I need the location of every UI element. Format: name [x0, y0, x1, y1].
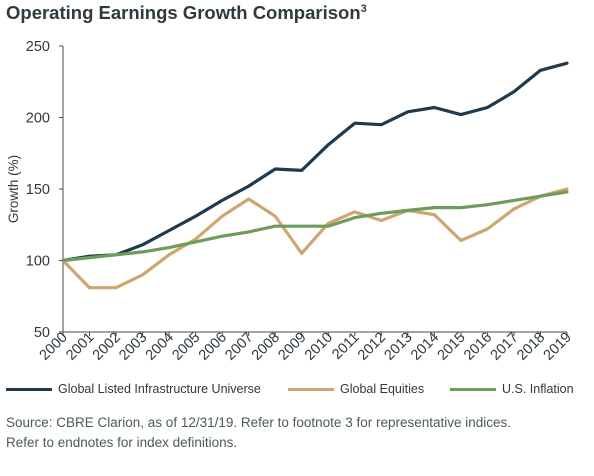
series-point-1	[114, 286, 118, 289]
series-point-1	[486, 227, 489, 231]
series-point-0	[406, 110, 410, 113]
series-point-2	[565, 190, 569, 194]
series-point-0	[247, 184, 250, 188]
series-point-1	[194, 237, 197, 241]
legend-label-infrastructure: Global Listed Infrastructure Universe	[58, 382, 261, 396]
x-tick-label: 2018	[514, 330, 548, 364]
series-point-2	[433, 206, 436, 209]
y-axis-title: Growth (%)	[6, 155, 21, 223]
series-point-0	[486, 106, 489, 109]
x-tick-label: 2019	[541, 330, 575, 364]
series-point-1	[247, 197, 250, 201]
series-point-1	[220, 214, 224, 218]
legend-swatch-equities	[288, 387, 334, 391]
x-tick-label: 2008	[249, 330, 283, 364]
source-line-1: Source: CBRE Clarion, as of 12/31/19. Re…	[6, 415, 512, 430]
x-tick-label: 2014	[408, 330, 442, 364]
series-point-2	[247, 230, 250, 234]
series-point-1	[380, 219, 383, 222]
series-point-2	[406, 209, 410, 212]
legend-swatch-infrastructure	[6, 387, 52, 391]
series-point-2	[327, 224, 330, 228]
y-tick-label: 250	[26, 39, 50, 55]
series-point-2	[220, 234, 224, 238]
series-point-0	[433, 106, 436, 109]
source-line-2: Refer to endnotes for index definitions.	[6, 435, 238, 450]
series-point-1	[512, 207, 516, 211]
x-tick-label: 2009	[275, 330, 309, 364]
series-line-0	[61, 61, 569, 263]
series-point-2	[300, 224, 303, 228]
legend-swatch-inflation	[450, 387, 496, 391]
series-point-0	[194, 214, 197, 218]
series-point-1	[565, 187, 569, 191]
y-tick-label: 150	[26, 182, 50, 198]
series-point-1	[300, 252, 303, 255]
series-point-0	[220, 199, 224, 202]
legend-item-infrastructure: Global Listed Infrastructure Universe	[6, 382, 261, 396]
x-tick-label: 2007	[222, 330, 256, 364]
series-point-0	[459, 113, 463, 116]
x-tick-label: 2004	[143, 330, 177, 364]
series-point-2	[486, 203, 489, 206]
x-tick-label: 2003	[116, 330, 150, 364]
chart-legend: Global Listed Infrastructure Universe Gl…	[6, 382, 590, 400]
y-tick-label: 50	[34, 325, 50, 341]
series-point-2	[61, 259, 65, 262]
x-tick-label: 2015	[435, 330, 469, 364]
series-point-0	[565, 61, 569, 65]
legend-item-equities: Global Equities	[288, 382, 424, 396]
series-point-1	[141, 273, 144, 276]
x-tick-label: 2001	[63, 330, 97, 364]
source-note: Source: CBRE Clarion, as of 12/31/19. Re…	[6, 413, 590, 453]
series-line-1	[61, 187, 569, 290]
series-point-0	[300, 169, 303, 172]
series-point-1	[327, 222, 330, 225]
series-point-1	[274, 214, 277, 218]
x-tick-label: 2011	[329, 330, 362, 363]
series-point-1	[433, 213, 436, 216]
legend-item-inflation: U.S. Inflation	[450, 382, 574, 396]
legend-label-equities: Global Equities	[340, 382, 425, 396]
series-point-0	[327, 143, 330, 146]
series-point-1	[88, 286, 91, 289]
x-tick-label: 2002	[90, 330, 124, 364]
x-tick-label: 2005	[169, 330, 203, 364]
series-point-0	[380, 123, 383, 126]
series-point-0	[539, 69, 542, 72]
series-point-2	[380, 212, 383, 215]
series-point-1	[167, 253, 171, 256]
series-point-2	[141, 250, 144, 254]
series-point-0	[353, 122, 356, 125]
x-tick-label: 2012	[355, 330, 389, 364]
legend-label-inflation: U.S. Inflation	[502, 382, 574, 396]
series-line-2	[61, 190, 569, 263]
y-tick-label: 100	[26, 254, 50, 270]
title-footnote-marker: 3	[360, 2, 367, 15]
series-point-0	[167, 229, 171, 232]
series-point-0	[512, 90, 516, 93]
x-tick-label: 2017	[488, 330, 522, 364]
series-point-1	[459, 239, 463, 242]
series-point-2	[88, 256, 91, 259]
series-point-2	[114, 253, 118, 256]
series-point-2	[194, 240, 197, 244]
x-tick-label: 2013	[382, 330, 416, 364]
series-point-2	[512, 199, 516, 202]
x-tick-label: 2010	[302, 330, 336, 364]
series-point-1	[353, 210, 356, 214]
series-point-2	[459, 206, 463, 209]
series-point-2	[353, 216, 356, 219]
series-point-0	[274, 167, 277, 171]
y-tick-label: 200	[26, 111, 50, 127]
chart-title: Operating Earnings Growth Comparison3	[6, 2, 367, 24]
series-point-2	[539, 194, 542, 198]
x-tick-label: 2016	[461, 330, 495, 364]
series-point-2	[274, 224, 277, 228]
series-point-2	[167, 246, 171, 249]
series-point-0	[141, 243, 144, 246]
chart-title-text: Operating Earnings Growth Comparison	[6, 2, 361, 23]
x-tick-label: 2006	[196, 330, 230, 364]
